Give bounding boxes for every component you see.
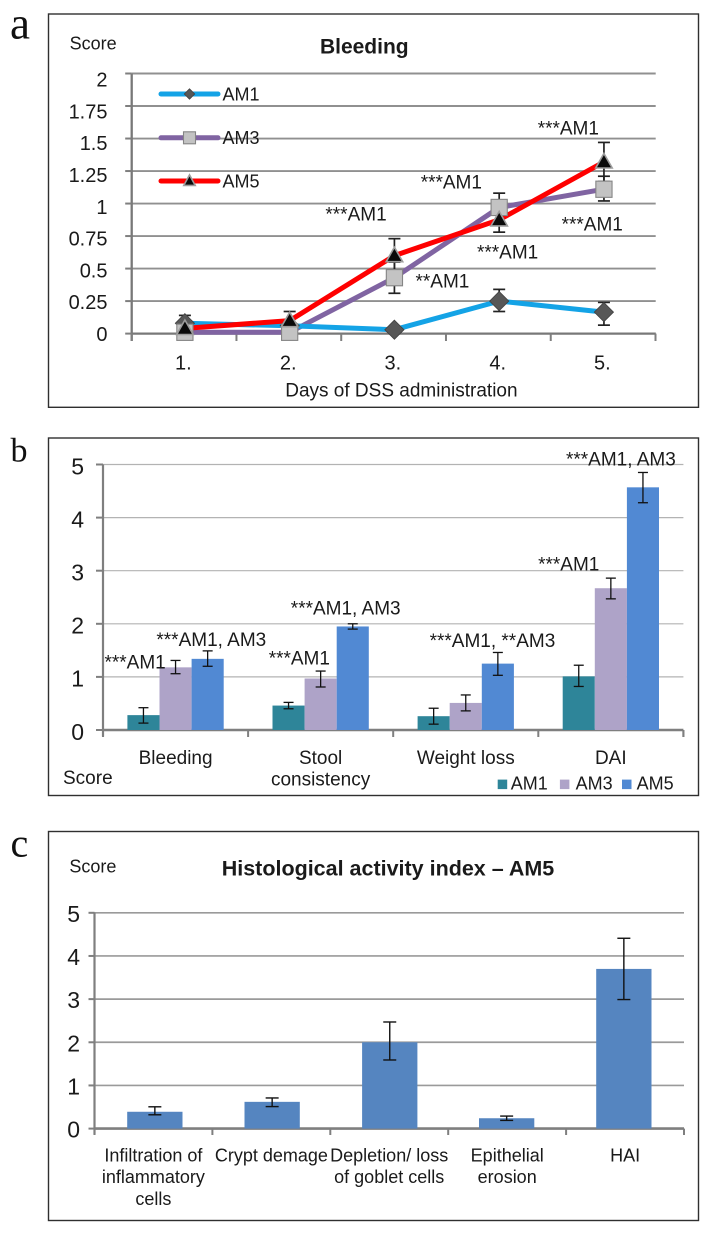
svg-text:AM1: AM1 <box>223 84 260 104</box>
svg-text:AM3: AM3 <box>223 128 260 148</box>
svg-text:Score: Score <box>69 856 116 876</box>
svg-text:***AM1, AM3: ***AM1, AM3 <box>566 450 676 471</box>
svg-text:0: 0 <box>96 324 107 346</box>
svg-text:1: 1 <box>71 666 84 692</box>
svg-text:Stool: Stool <box>299 748 342 769</box>
svg-text:of goblet cells: of goblet cells <box>334 1167 444 1187</box>
svg-text:erosion: erosion <box>478 1167 537 1187</box>
svg-text:***AM1, **AM3: ***AM1, **AM3 <box>430 631 556 652</box>
svg-text:4: 4 <box>67 944 80 970</box>
svg-text:0: 0 <box>71 719 84 745</box>
svg-text:Epithelial: Epithelial <box>471 1146 544 1166</box>
svg-text:0: 0 <box>67 1117 80 1143</box>
svg-text:Bleeding: Bleeding <box>139 748 213 769</box>
svg-text:***AM1, AM3: ***AM1, AM3 <box>156 630 266 651</box>
svg-text:DAI: DAI <box>595 748 627 769</box>
svg-text:cells: cells <box>135 1189 171 1209</box>
svg-text:2: 2 <box>71 613 84 639</box>
svg-text:inflammatory: inflammatory <box>102 1167 205 1187</box>
svg-text:Bleeding: Bleeding <box>320 36 409 59</box>
svg-text:Score: Score <box>70 34 117 54</box>
svg-text:***AM1: ***AM1 <box>269 649 330 670</box>
svg-text:2: 2 <box>67 1030 80 1056</box>
svg-text:Crypt demage: Crypt demage <box>215 1146 328 1166</box>
svg-text:1: 1 <box>67 1073 80 1099</box>
svg-text:Days of DSS administration: Days of DSS administration <box>285 381 517 402</box>
svg-text:1.5: 1.5 <box>80 133 108 155</box>
svg-text:***AM1: ***AM1 <box>105 653 166 674</box>
svg-text:Score: Score <box>63 768 113 789</box>
svg-text:**AM1: **AM1 <box>416 272 470 293</box>
svg-text:2.: 2. <box>280 352 297 374</box>
svg-text:***AM1: ***AM1 <box>538 555 599 576</box>
svg-text:3: 3 <box>71 560 84 586</box>
svg-text:5: 5 <box>67 901 80 927</box>
svg-text:1.25: 1.25 <box>69 165 108 187</box>
svg-text:Depletion/ loss: Depletion/ loss <box>330 1146 448 1166</box>
svg-text:5.: 5. <box>594 352 611 374</box>
svg-text:0.5: 0.5 <box>80 260 108 282</box>
svg-text:2: 2 <box>96 70 107 92</box>
svg-text:AM3: AM3 <box>576 773 613 793</box>
svg-text:4.: 4. <box>489 352 506 374</box>
svg-text:***AM1: ***AM1 <box>421 173 482 194</box>
svg-text:b: b <box>11 433 28 470</box>
svg-text:c: c <box>11 821 29 866</box>
svg-text:***AM1, AM3: ***AM1, AM3 <box>291 599 401 620</box>
svg-text:Weight loss: Weight loss <box>417 748 515 769</box>
svg-text:HAI: HAI <box>610 1146 640 1166</box>
svg-text:0.25: 0.25 <box>69 292 108 314</box>
svg-text:***AM1: ***AM1 <box>325 205 386 226</box>
svg-text:AM5: AM5 <box>223 171 260 191</box>
svg-text:4: 4 <box>71 506 84 532</box>
svg-text:5: 5 <box>71 453 84 479</box>
svg-text:AM1: AM1 <box>511 773 548 793</box>
svg-text:1.75: 1.75 <box>69 102 108 124</box>
svg-text:a: a <box>10 0 30 49</box>
svg-text:***AM1: ***AM1 <box>562 215 623 236</box>
svg-text:Infiltration of: Infiltration of <box>104 1146 203 1166</box>
svg-text:1: 1 <box>96 197 107 219</box>
svg-text:Histological activity index –: Histological activity index – AM5 <box>222 857 555 881</box>
svg-text:3: 3 <box>67 987 80 1013</box>
svg-text:***AM1: ***AM1 <box>538 119 599 140</box>
svg-text:0.75: 0.75 <box>69 229 108 251</box>
svg-text:AM5: AM5 <box>637 773 674 793</box>
svg-text:3.: 3. <box>385 352 402 374</box>
svg-text:1.: 1. <box>175 352 192 374</box>
svg-text:***AM1: ***AM1 <box>477 243 538 264</box>
svg-text:consistency: consistency <box>271 770 371 791</box>
